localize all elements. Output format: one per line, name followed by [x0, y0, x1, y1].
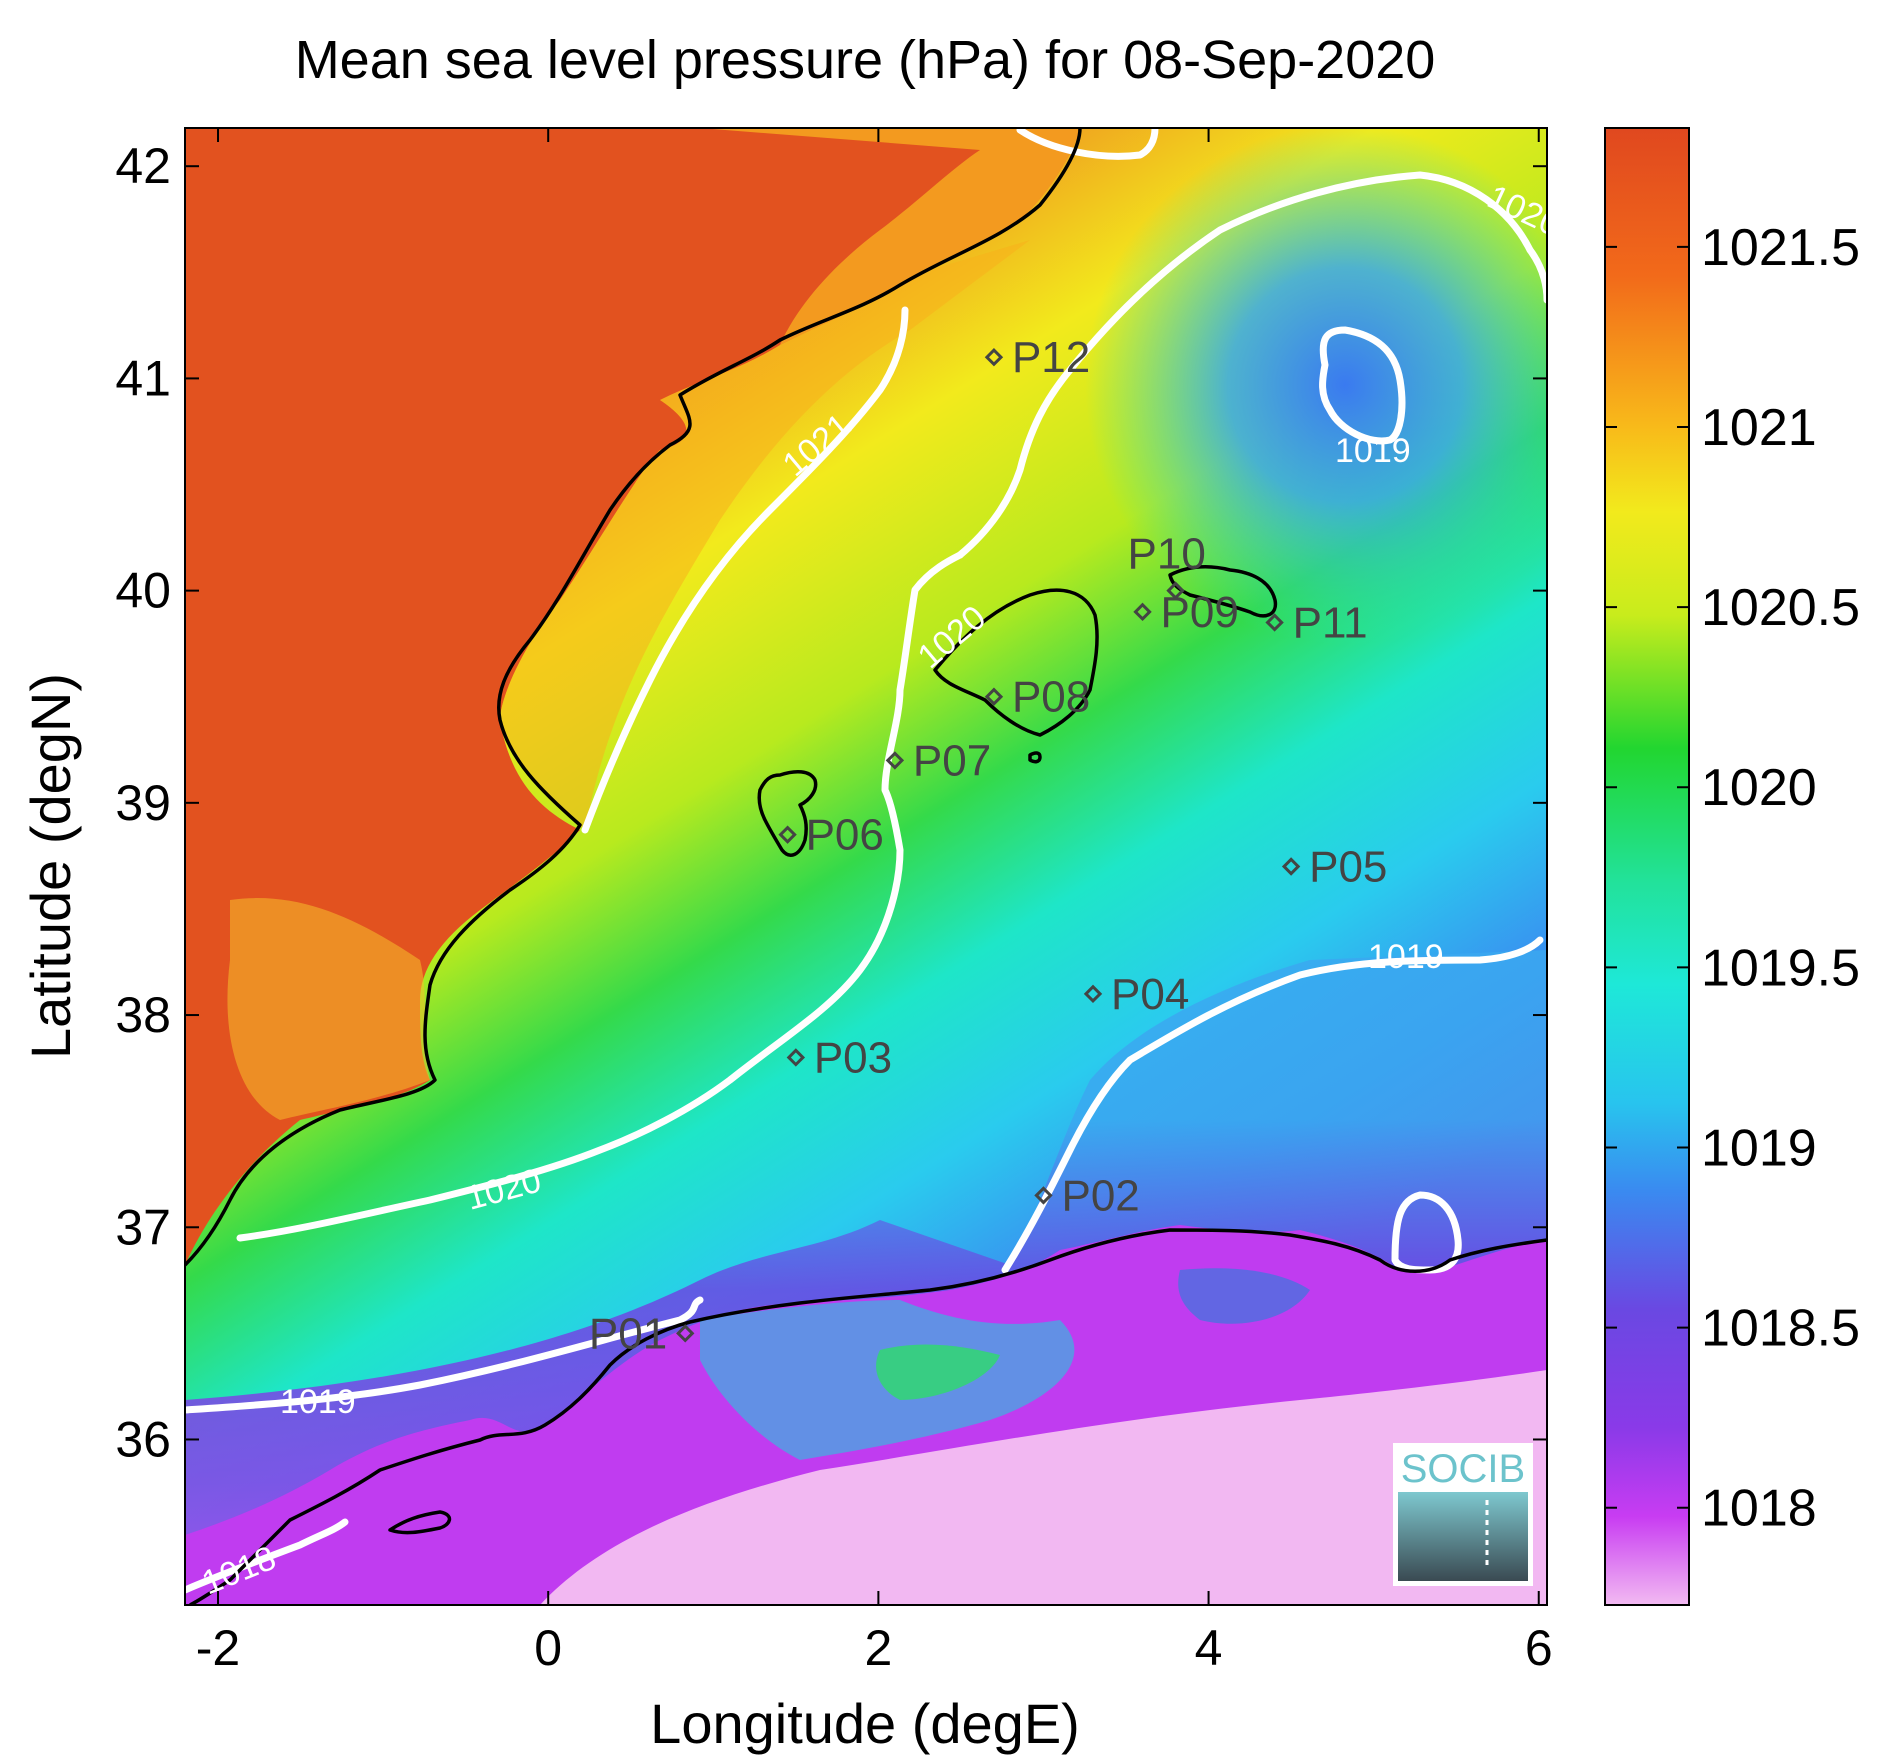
station-p12: P12 [984, 333, 1090, 382]
x-tick-label: 6 [1525, 1620, 1553, 1676]
station-label: P10 [1128, 530, 1206, 579]
contour-1020-east [956, 171, 1547, 559]
x-axis: -2 0 2 4 6 [196, 128, 1553, 1676]
station-p08: P08 [984, 673, 1090, 722]
station-label: P05 [1309, 843, 1387, 892]
x-tick-label: 4 [1195, 1620, 1223, 1676]
station-p06: P06 [778, 811, 884, 860]
colorbar-tick-label: 1019.5 [1701, 939, 1860, 997]
contour-1019-ne [1319, 326, 1406, 445]
station-p02: P02 [1034, 1171, 1140, 1220]
station-marker [1083, 984, 1103, 1004]
station-marker [1133, 602, 1152, 622]
station-label: P12 [1012, 333, 1090, 382]
station-label: P04 [1111, 970, 1189, 1019]
station-marker [1281, 857, 1301, 876]
station-p10: P10 [1128, 530, 1206, 600]
plot-frame [184, 127, 1548, 1606]
island-alboran [388, 1510, 452, 1535]
y-tick-label: 37 [115, 1199, 171, 1255]
chart-title: Mean sea level pressure (hPa) for 08-Sep… [295, 30, 1436, 90]
station-marker [1166, 581, 1185, 600]
colorbar [1605, 128, 1689, 1605]
colorbar-tick-label: 1018.5 [1701, 1300, 1860, 1358]
logo-text: SOCIB [1401, 1447, 1525, 1491]
colorbar-tick-label: 1020.5 [1701, 579, 1860, 637]
low-pressure-cell [1000, 128, 1547, 688]
atlas-relief-patch-green [876, 1344, 1000, 1400]
station-p07: P07 [885, 736, 991, 785]
coastal-orange-sea [500, 240, 1030, 830]
station-label: P03 [814, 1033, 892, 1082]
station-marker [1034, 1186, 1053, 1205]
colorbar-tick-label: 1019 [1701, 1119, 1817, 1177]
island-cabrera [1028, 751, 1042, 764]
x-tick-label: 0 [534, 1620, 562, 1676]
contour-1019-sw [185, 1296, 704, 1414]
y-tick-label: 38 [115, 987, 171, 1043]
africa-coastline [189, 1228, 1547, 1605]
colorbar-frame [1604, 127, 1690, 1606]
station-p05: P05 [1281, 843, 1387, 892]
station-p11: P11 [1265, 598, 1368, 647]
station-label: P08 [1012, 673, 1090, 722]
x-tick-label: 2 [864, 1620, 892, 1676]
contour-label: 1019 [280, 1383, 356, 1421]
contour-label: 1019 [1368, 938, 1444, 976]
y-tick-label: 39 [115, 775, 171, 831]
contour-label: 1019 [1335, 432, 1411, 470]
station-label: P07 [913, 736, 991, 785]
north-africa-land-interior [540, 1370, 1547, 1605]
contour-1018 [185, 1518, 349, 1594]
y-axis-label: Latitude (degN) [19, 673, 82, 1059]
station-marker [984, 687, 1004, 706]
station-label: P06 [806, 811, 884, 860]
iberia-coastline [185, 128, 1082, 1267]
island-menorca [1168, 564, 1278, 618]
station-label: P01 [589, 1309, 667, 1358]
atlas-relief-patch-blue [1178, 1268, 1310, 1324]
contour-1021-north [1016, 128, 1159, 160]
colorbar-tick-label: 1020 [1701, 759, 1817, 817]
y-axis: 36 37 38 39 40 41 42 [115, 138, 1547, 1467]
y-tick-label: 36 [115, 1411, 171, 1467]
station-label: P02 [1061, 1171, 1139, 1220]
y-tick-label: 42 [115, 138, 171, 194]
station-p04: P04 [1083, 970, 1189, 1019]
logo-gradient [1398, 1492, 1528, 1581]
station-p03: P03 [786, 1033, 892, 1082]
station-marker [786, 1048, 806, 1067]
island-mallorca [933, 588, 1099, 737]
socib-logo: SOCIB [1393, 1443, 1533, 1586]
station-p01: P01 [589, 1309, 695, 1358]
y-tick-label: 40 [115, 563, 171, 619]
map-plot-area: 1020 1019 1021 1020 1020 1019 1019 1018 … [185, 128, 1547, 1605]
station-label: P11 [1293, 598, 1368, 647]
colorbar-axis: 1018 1018.5 1019 1019.5 1020 1020.5 1021 1021.5 [1605, 219, 1860, 1538]
contour-1019-se [1001, 936, 1544, 1274]
contour-1021 [581, 306, 909, 834]
station-marker [1265, 613, 1284, 632]
colorbar-tick-label: 1018 [1701, 1480, 1817, 1538]
x-tick-label: -2 [196, 1620, 240, 1676]
station-marker [885, 751, 905, 770]
y-tick-label: 41 [115, 350, 171, 406]
station-marker [676, 1324, 695, 1343]
station-marker [778, 825, 797, 844]
colorbar-tick-label: 1021 [1701, 399, 1817, 457]
colorbar-tick-label: 1021.5 [1701, 219, 1860, 277]
x-axis-label: Longitude (degE) [650, 1692, 1080, 1755]
land-coastal-band-north [700, 128, 1080, 345]
contour-1020-west [236, 551, 964, 1242]
island-ibiza [757, 769, 818, 857]
station-marker [984, 347, 1004, 367]
land-coastal-band-south [227, 898, 430, 1120]
